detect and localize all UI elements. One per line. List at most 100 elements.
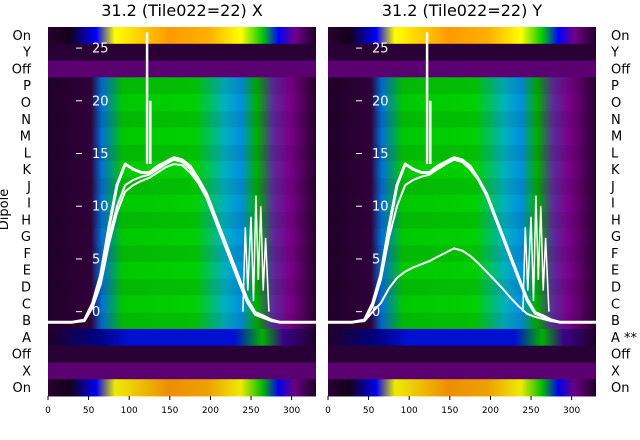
row-label: K [611, 163, 620, 178]
heatmap-row [328, 27, 596, 45]
series-line [328, 156, 596, 324]
heatmap-row [48, 379, 316, 397]
row-label: N [611, 113, 621, 128]
heatmap-row [48, 43, 316, 62]
y-tick-label: 5 [372, 252, 380, 267]
heatmap-row [328, 228, 596, 246]
row-label: J [26, 180, 31, 195]
series-line [48, 163, 316, 324]
row-label: F [24, 247, 31, 262]
row-label: G [21, 230, 31, 245]
x-tick-label: 0 [325, 406, 331, 416]
y-tick-label: 25 [92, 42, 109, 57]
row-label: H [611, 213, 621, 228]
row-label: F [611, 247, 618, 262]
row-label: C [611, 297, 620, 312]
x-tick-label: 100 [401, 406, 418, 416]
heatmap-row [328, 60, 596, 78]
heatmap-row [48, 261, 316, 280]
row-label: H [21, 213, 31, 228]
row-label: K [22, 163, 31, 178]
row-label: D [21, 280, 31, 295]
row-label: M [20, 130, 31, 145]
y-tick-label: 15 [92, 147, 109, 162]
y-axis-label: Dipole [0, 189, 12, 230]
heatmap-row [48, 362, 316, 380]
heatmap-row [48, 211, 316, 229]
row-label: X [611, 364, 620, 379]
heatmap-row [328, 177, 596, 196]
row-label: Off [12, 348, 32, 363]
heatmap-row [328, 261, 596, 280]
heatmap-row [48, 161, 316, 179]
y-tick-label: 5 [92, 252, 100, 267]
row-label: J [610, 180, 615, 195]
heatmap-row [48, 177, 316, 196]
y-tick-label: 20 [92, 94, 109, 109]
row-label: On [611, 381, 629, 396]
x-tick-label: 50 [83, 406, 95, 416]
heatmap-row [328, 211, 596, 229]
row-label: C [22, 297, 31, 312]
row-label: P [611, 79, 619, 94]
row-label: A ** [611, 331, 638, 346]
heatmap-row [328, 362, 596, 380]
heatmap-row [328, 278, 596, 296]
row-label: Y [22, 46, 31, 61]
heatmap-row [328, 328, 596, 347]
heatmap-row [328, 110, 596, 129]
row-label: E [611, 264, 619, 279]
heatmap-row [48, 94, 316, 112]
x-tick-label: 50 [363, 406, 375, 416]
heatmap-row [328, 144, 596, 162]
x-tick-label: 300 [283, 406, 300, 416]
y-tick-label: 0 [372, 305, 380, 320]
x-tick-label: 100 [121, 406, 138, 416]
heatmap-row [48, 144, 316, 162]
row-label: X [22, 364, 31, 379]
row-label: Y [610, 46, 619, 61]
heatmap-row [48, 110, 316, 129]
row-label: B [611, 314, 620, 329]
heatmap-row [328, 43, 596, 62]
row-label: Off [12, 62, 32, 77]
heatmap-row [328, 77, 596, 95]
chart-title: 31.2 (Tile022=22) Y [382, 1, 543, 20]
x-tick-label: 0 [45, 406, 51, 416]
row-label: G [611, 230, 621, 245]
row-label: L [611, 146, 619, 161]
row-label: P [23, 79, 31, 94]
series-noise [522, 195, 550, 312]
row-label: M [611, 130, 622, 145]
heatmap-row [48, 345, 316, 363]
heatmap-row [328, 127, 596, 145]
x-tick-label: 250 [522, 406, 539, 416]
x-tick-label: 200 [202, 406, 219, 416]
row-label: On [611, 29, 629, 44]
x-tick-label: 300 [563, 406, 580, 416]
y-tick-label: 15 [372, 147, 389, 162]
series-line [48, 156, 316, 324]
heatmap-row [328, 312, 596, 330]
heatmap-row [328, 94, 596, 112]
x-tick-label: 150 [441, 406, 458, 416]
heatmap-row [48, 328, 316, 347]
x-tick-label: 150 [161, 406, 178, 416]
heatmap-row [328, 245, 596, 263]
row-label: On [13, 29, 31, 44]
row-label: O [611, 96, 621, 111]
row-label: A [22, 331, 31, 346]
heatmap-row [48, 60, 316, 78]
row-label: D [611, 280, 621, 295]
heatmap-row [48, 245, 316, 263]
row-label: I [611, 197, 615, 212]
row-label: L [24, 146, 32, 161]
heatmap-row [328, 194, 596, 212]
row-label: E [23, 264, 31, 279]
row-label: B [22, 314, 31, 329]
heatmap-row [48, 77, 316, 95]
series-noise [242, 195, 270, 312]
